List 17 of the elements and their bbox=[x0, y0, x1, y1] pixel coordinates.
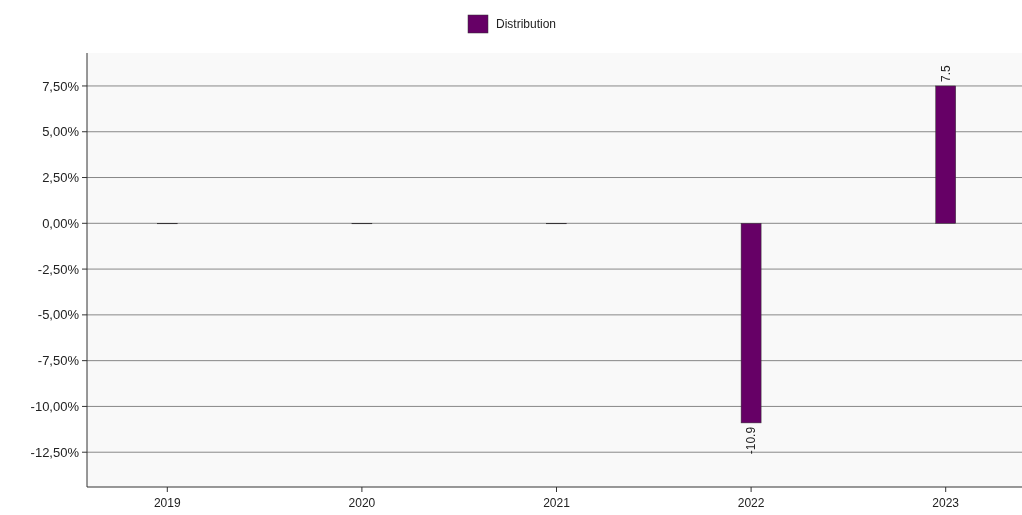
x-tick-label: 2020 bbox=[348, 496, 376, 510]
y-tick-label: 7,50% bbox=[42, 78, 80, 94]
y-tick-label: -7,50% bbox=[37, 353, 80, 369]
x-tick-label: 2021 bbox=[543, 496, 571, 510]
y-tick-label: -10,00% bbox=[30, 398, 80, 414]
x-tick-label: 2022 bbox=[737, 496, 765, 510]
y-tick-label: -2,50% bbox=[37, 261, 80, 277]
y-tick-label: 0,00% bbox=[42, 215, 80, 231]
x-tick-label: 2023 bbox=[932, 496, 960, 510]
y-tick-label: -5,00% bbox=[37, 307, 80, 323]
y-tick-label: 5,00% bbox=[42, 124, 80, 140]
data-label: -10.9 bbox=[744, 426, 759, 455]
y-tick-label: 2,50% bbox=[42, 170, 80, 186]
y-tick-label: -12,50% bbox=[30, 444, 80, 460]
data-label: 7.5 bbox=[938, 64, 953, 82]
x-tick-label: 2019 bbox=[153, 496, 181, 510]
legend-label: Distribution bbox=[496, 17, 557, 32]
